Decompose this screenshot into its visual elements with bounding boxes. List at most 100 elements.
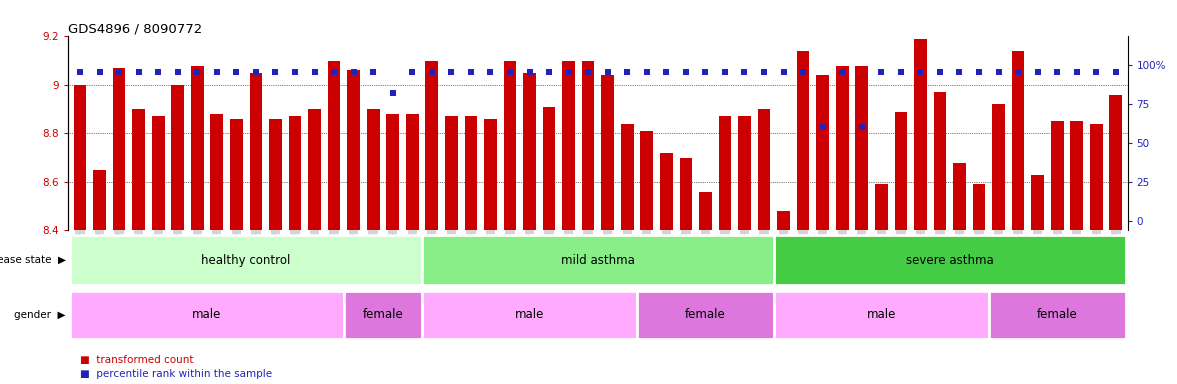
Point — [872, 70, 891, 76]
Point — [129, 70, 148, 76]
Bar — [992, 104, 1005, 230]
Text: male: male — [514, 308, 544, 321]
Bar — [423, 235, 773, 285]
Point — [1048, 70, 1066, 76]
Bar — [270, 119, 281, 230]
Bar — [989, 291, 1125, 339]
Bar — [308, 109, 321, 230]
Bar — [484, 119, 497, 230]
Text: female: female — [1037, 308, 1078, 321]
Bar — [972, 184, 985, 230]
Bar — [933, 92, 946, 230]
Point — [481, 70, 500, 76]
Bar — [71, 235, 423, 285]
Bar — [856, 66, 869, 230]
Point — [344, 70, 363, 76]
Point — [148, 70, 167, 76]
Point — [852, 124, 871, 130]
Bar — [773, 291, 989, 339]
Bar — [817, 75, 829, 230]
Bar — [875, 184, 887, 230]
Bar — [738, 116, 751, 230]
Bar — [1110, 94, 1122, 230]
Bar — [327, 61, 340, 230]
Text: healthy control: healthy control — [201, 254, 291, 266]
Point — [716, 70, 734, 76]
Point — [539, 70, 558, 76]
Point — [207, 70, 226, 76]
Point — [441, 70, 460, 76]
Text: female: female — [363, 308, 404, 321]
Bar — [660, 153, 673, 230]
Point — [970, 70, 989, 76]
Point — [618, 70, 637, 76]
Bar — [250, 73, 262, 230]
Bar — [915, 39, 926, 230]
Bar — [1012, 51, 1024, 230]
Bar — [836, 66, 849, 230]
Point — [559, 70, 578, 76]
Point — [989, 70, 1008, 76]
Bar — [344, 291, 423, 339]
Bar — [172, 85, 184, 230]
Text: female: female — [685, 308, 726, 321]
Point — [305, 70, 324, 76]
Point — [1086, 70, 1105, 76]
Text: male: male — [866, 308, 896, 321]
Text: gender  ▶: gender ▶ — [14, 310, 66, 320]
Point — [227, 70, 246, 76]
Bar — [230, 119, 242, 230]
Point — [677, 70, 696, 76]
Bar — [758, 109, 771, 230]
Bar — [679, 158, 692, 230]
Point — [931, 70, 950, 76]
Bar — [425, 61, 438, 230]
Point — [579, 70, 598, 76]
Bar — [113, 68, 126, 230]
Point — [1009, 70, 1028, 76]
Point — [833, 70, 852, 76]
Point — [423, 70, 441, 76]
Point — [384, 90, 403, 96]
Point — [71, 70, 89, 76]
Bar — [288, 116, 301, 230]
Bar — [895, 112, 907, 230]
Bar — [1070, 121, 1083, 230]
Bar — [601, 75, 614, 230]
Point — [1029, 70, 1048, 76]
Point — [950, 70, 969, 76]
Point — [188, 70, 207, 76]
Point — [1106, 70, 1125, 76]
Point — [736, 70, 754, 76]
Bar — [637, 291, 773, 339]
Bar — [777, 211, 790, 230]
Text: GDS4896 / 8090772: GDS4896 / 8090772 — [68, 22, 202, 35]
Bar — [152, 116, 165, 230]
Point — [500, 70, 519, 76]
Point — [891, 70, 910, 76]
Point — [696, 70, 714, 76]
Bar — [71, 291, 344, 339]
Bar — [773, 235, 1125, 285]
Bar — [719, 116, 731, 230]
Point — [168, 70, 187, 76]
Text: severe asthma: severe asthma — [906, 254, 993, 266]
Point — [774, 70, 793, 76]
Point — [793, 70, 812, 76]
Point — [520, 70, 539, 76]
Point — [403, 70, 421, 76]
Bar — [423, 291, 637, 339]
Bar — [621, 124, 633, 230]
Point — [461, 70, 480, 76]
Bar — [543, 107, 556, 230]
Bar — [953, 162, 966, 230]
Text: ■  transformed count: ■ transformed count — [80, 355, 193, 365]
Point — [911, 70, 930, 76]
Bar — [797, 51, 810, 230]
Bar — [132, 109, 145, 230]
Bar — [563, 61, 574, 230]
Point — [754, 70, 773, 76]
Point — [325, 70, 344, 76]
Point — [266, 70, 285, 76]
Bar — [386, 114, 399, 230]
